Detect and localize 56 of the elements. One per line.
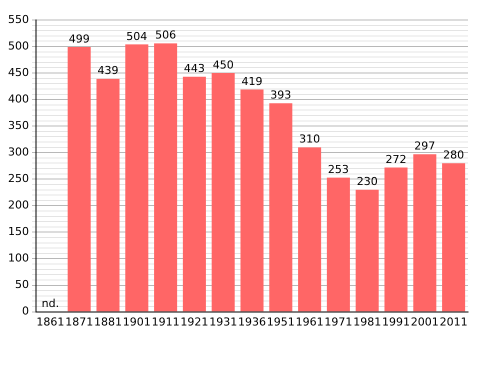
y-tick-label: 500 xyxy=(8,39,29,52)
x-tick-label: 1961 xyxy=(296,315,324,328)
y-tick-label: 200 xyxy=(8,198,29,212)
x-tick-label: 1936 xyxy=(238,315,266,328)
y-tick-label: 250 xyxy=(8,172,29,186)
x-tick-label: 1871 xyxy=(65,315,94,328)
x-tick-label: 1991 xyxy=(382,315,410,328)
bar xyxy=(269,103,292,312)
x-tick-label: 1951 xyxy=(266,315,295,328)
x-tick-label: 2001 xyxy=(410,315,439,328)
data-label: 450 xyxy=(212,58,234,72)
data-label: 280 xyxy=(443,148,464,162)
bar xyxy=(182,76,206,312)
y-tick-label: 50 xyxy=(14,278,29,292)
bar xyxy=(356,190,379,312)
x-tick-label: 1921 xyxy=(180,315,208,328)
bar xyxy=(384,167,408,312)
bar xyxy=(68,47,91,312)
bar xyxy=(413,154,436,312)
data-label: 443 xyxy=(184,62,205,76)
y-tick-label: 450 xyxy=(8,66,29,79)
x-tick-label: 1861 xyxy=(36,315,64,328)
data-label: 297 xyxy=(414,140,436,153)
x-tick-label: 1931 xyxy=(209,315,238,328)
bar xyxy=(442,163,466,312)
x-tick-label: 1981 xyxy=(353,315,382,328)
bar xyxy=(326,178,350,312)
x-tick-label: 1971 xyxy=(324,315,352,328)
y-tick-label: 100 xyxy=(8,252,29,265)
x-tick-label: 2011 xyxy=(440,315,468,328)
data-label: 230 xyxy=(356,175,378,188)
data-label: 439 xyxy=(97,64,118,78)
data-label: 504 xyxy=(126,30,148,43)
bar xyxy=(212,73,235,312)
x-tick-label: 1911 xyxy=(152,315,180,328)
bar xyxy=(154,43,178,312)
bar xyxy=(125,44,148,312)
bar xyxy=(298,147,322,312)
data-label: 419 xyxy=(242,74,262,88)
data-label: 272 xyxy=(386,152,406,166)
y-tick-label: 400 xyxy=(8,92,29,106)
bar xyxy=(240,90,264,312)
y-tick-label: 550 xyxy=(8,12,29,26)
data-label: 393 xyxy=(270,88,292,102)
text: nd. xyxy=(42,297,60,310)
bar xyxy=(96,78,120,312)
data-label: 253 xyxy=(328,162,349,176)
x-tick-label: 1901 xyxy=(122,315,151,328)
data-label: 310 xyxy=(299,132,320,146)
y-tick-label: 150 xyxy=(8,225,29,238)
y-tick-label: 300 xyxy=(8,145,29,158)
data-label: 499 xyxy=(68,32,90,46)
x-tick-label: 1881 xyxy=(94,315,122,328)
data-label: 506 xyxy=(155,28,176,42)
y-tick-label: 0 xyxy=(22,304,29,318)
y-tick-label: 350 xyxy=(8,118,29,132)
